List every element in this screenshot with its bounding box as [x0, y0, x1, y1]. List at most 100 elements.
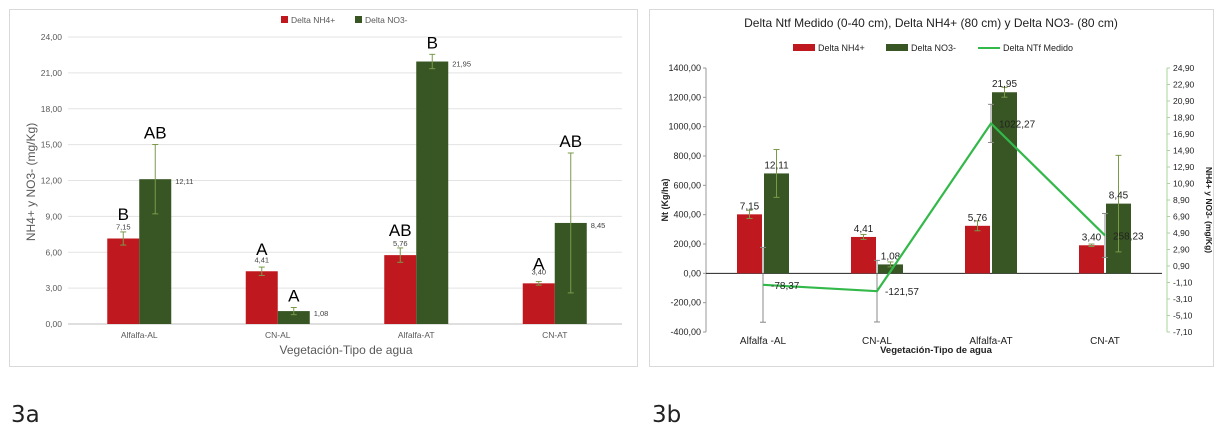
legend-swatch-nh4: [793, 44, 815, 51]
figure-label-3b: 3b: [652, 402, 682, 428]
y-tick-label: 200,00: [673, 239, 701, 249]
chart-3a-svg: 0,00 3,00 6,00 9,00 12,00 15,00 18,00 21,00 24,0…: [24, 15, 622, 357]
data-label: 4,41: [254, 255, 269, 264]
significance-letter: A: [533, 255, 545, 274]
y2-tick-label: 22,90: [1173, 80, 1195, 90]
legend-label: Delta NO3-: [911, 43, 956, 53]
y-tick-label: 12,00: [41, 176, 63, 186]
y2-tick-label: 10,90: [1173, 179, 1195, 189]
legend-label: Delta NO3-: [365, 15, 408, 25]
y2-tick-label: 0,90: [1173, 261, 1190, 271]
y2-tick-label: 2,90: [1173, 245, 1190, 255]
x-axis-label: Vegetación-Tipo de agua: [880, 345, 992, 356]
chart-3b-svg: Delta Ntf Medido (0-40 cm), Delta NH4+ (…: [660, 16, 1213, 356]
y2-tick-label: 6,90: [1173, 212, 1190, 222]
y2-tick-label: 8,90: [1173, 195, 1190, 205]
line-data-label: -78,37: [771, 281, 800, 292]
y-axis-label: NH4+ y NO3- (mg/Kg): [24, 123, 38, 241]
y-tick-label: 15,00: [41, 140, 63, 150]
bar-no3: [416, 61, 449, 324]
bar-no3: [277, 311, 310, 324]
legend-swatch-no3: [355, 16, 362, 23]
y-tick-label: 0,00: [45, 319, 62, 329]
significance-letter: AB: [559, 132, 582, 151]
y2-tick-label: 18,90: [1173, 113, 1195, 123]
line-data-label: -121,57: [885, 287, 919, 298]
bar-no3: [878, 264, 903, 274]
x-tick-label: Alfalfa -AL: [740, 336, 787, 347]
significance-letter: B: [118, 205, 129, 224]
chart-3b: Delta Ntf Medido (0-40 cm), Delta NH4+ (…: [649, 9, 1214, 367]
data-label: 12,11: [764, 160, 789, 171]
y2-tick-label: -3,10: [1173, 294, 1193, 304]
significance-letter: AB: [389, 221, 412, 240]
data-label: 4,41: [854, 224, 874, 235]
data-label: 21,95: [452, 60, 471, 69]
y-tick-label: 18,00: [41, 104, 63, 114]
x-tick-label: CN-AT: [1090, 336, 1120, 347]
y-tick-label: 24,00: [41, 32, 63, 42]
significance-letter: B: [427, 33, 438, 52]
y2-tick-label: 14,90: [1173, 146, 1195, 156]
data-label: 3,40: [1082, 232, 1102, 243]
y2-tick-label: 4,90: [1173, 228, 1190, 238]
data-label: 5,76: [968, 213, 988, 224]
legend-label: Delta NH4+: [818, 43, 865, 53]
figure-label-3a: 3a: [11, 402, 40, 428]
y2-tick-label: -5,10: [1173, 311, 1193, 321]
legend-label: Delta NTf Medido: [1003, 43, 1073, 53]
bar-nh4: [107, 238, 140, 324]
x-tick-label: CN-AL: [862, 336, 892, 347]
y-tick-label: 21,00: [41, 68, 63, 78]
bar-nh4: [965, 225, 990, 274]
y-tick-label: 800,00: [673, 151, 701, 161]
data-label: 7,15: [740, 201, 760, 212]
bar-nh4: [384, 255, 417, 324]
y-tick-label: 9,00: [45, 211, 62, 221]
data-label: 1,08: [314, 309, 329, 318]
chart-3a: 0,00 3,00 6,00 9,00 12,00 15,00 18,00 21,00 24,0…: [9, 9, 638, 367]
significance-letter: A: [288, 286, 300, 305]
line-data-label: 258,23: [1113, 231, 1144, 242]
y-axis-label: Nt (Kg/ha): [660, 179, 670, 222]
significance-letter: A: [256, 240, 268, 259]
bar-no3: [992, 92, 1017, 274]
line-data-label: 1022,27: [999, 119, 1036, 130]
y-tick-label: 6,00: [45, 247, 62, 257]
x-tick-label: Alfalfa-AT: [398, 330, 435, 340]
x-axis-label: Vegetación-Tipo de agua: [280, 343, 413, 357]
bar-nh4: [522, 283, 555, 324]
data-label: 21,95: [992, 79, 1017, 90]
bar-nh4: [245, 271, 278, 324]
x-tick-label: Alfalfa-AL: [121, 330, 158, 340]
y2-tick-label: 12,90: [1173, 162, 1195, 172]
y-tick-label: 1400,00: [668, 63, 701, 73]
legend-swatch-no3: [886, 44, 908, 51]
y2-tick-label: -7,10: [1173, 327, 1193, 337]
y-tick-label: -400,00: [670, 327, 701, 337]
data-label: 8,45: [1109, 191, 1129, 202]
y-tick-label: 400,00: [673, 210, 701, 220]
data-label: 8,45: [591, 221, 606, 230]
data-label: 3,40: [531, 267, 546, 276]
y-tick-label: 1000,00: [668, 122, 701, 132]
data-label: 7,15: [116, 222, 131, 231]
bar-nh4: [737, 214, 762, 274]
bar-nh4: [1079, 245, 1104, 274]
x-tick-label: Alfalfa-AT: [969, 336, 1012, 347]
data-label: 12,11: [175, 177, 193, 186]
y2-tick-label: 24,90: [1173, 63, 1195, 73]
significance-letter: AB: [144, 124, 167, 143]
y-tick-label: 1200,00: [668, 92, 701, 102]
y-tick-label: -200,00: [670, 298, 701, 308]
data-label: 5,76: [393, 239, 408, 248]
y-tick-label: 3,00: [45, 283, 62, 293]
y-tick-label: 600,00: [673, 180, 701, 190]
data-label: 1,08: [881, 251, 901, 262]
legend-label: Delta NH4+: [291, 15, 335, 25]
y-tick-label: 0,00: [683, 268, 701, 278]
x-tick-label: CN-AT: [542, 330, 567, 340]
bar-nh4: [851, 236, 876, 274]
y2-tick-label: 16,90: [1173, 129, 1195, 139]
y2-tick-label: 20,90: [1173, 96, 1195, 106]
